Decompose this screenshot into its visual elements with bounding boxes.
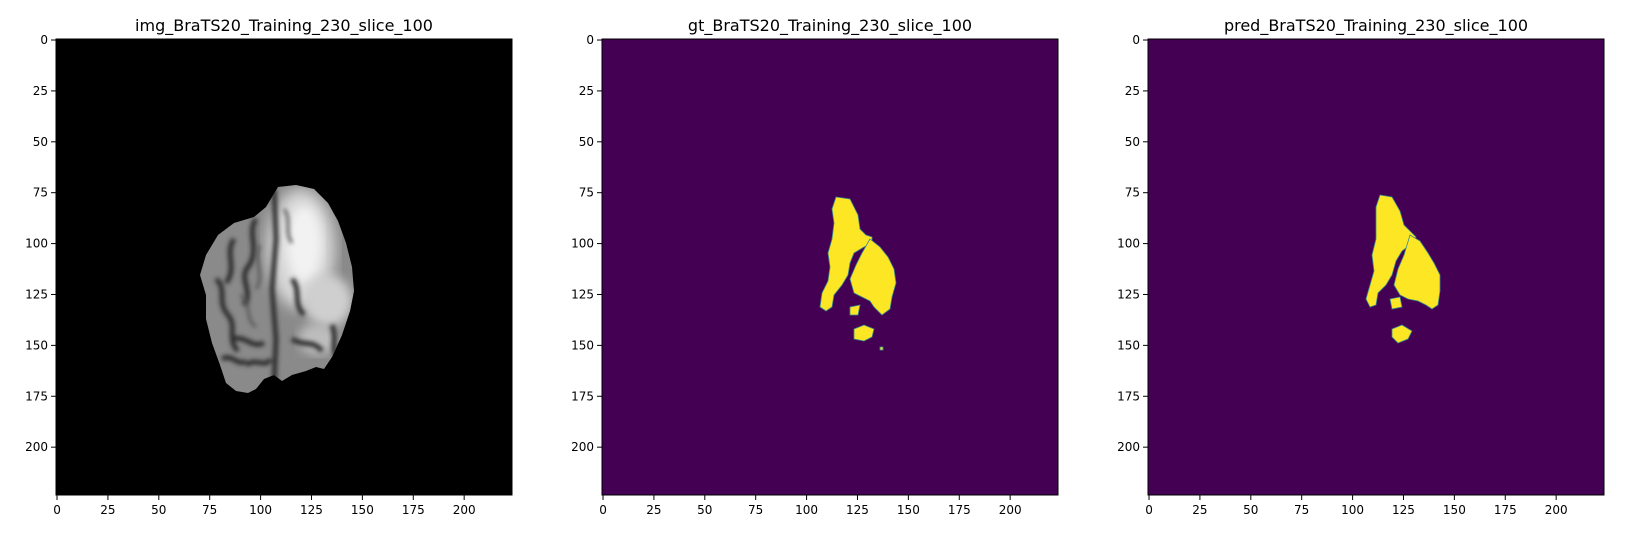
x-tick-label: 25 (1192, 503, 1207, 517)
y-tick-label: 0 (586, 33, 594, 47)
x-tick-label: 100 (249, 503, 272, 517)
y-tick-label: 200 (25, 440, 48, 454)
x-tick-label: 0 (1145, 503, 1153, 517)
pred-mask-fragment (1389, 296, 1403, 310)
y-tick-label: 100 (25, 237, 48, 251)
x-tick-label: 175 (402, 503, 425, 517)
x-tick-label: 25 (646, 503, 661, 517)
x-tick-label: 150 (351, 503, 374, 517)
x-tick-label: 125 (1392, 503, 1415, 517)
x-tick-label: 200 (453, 503, 476, 517)
panel-pred-title: pred_BraTS20_Training_230_slice_100 (1224, 16, 1528, 36)
panel-image-title: img_BraTS20_Training_230_slice_100 (135, 16, 433, 36)
y-tick-label: 0 (1132, 33, 1140, 47)
y-tick-label: 75 (33, 186, 48, 200)
y-tick-label: 25 (579, 84, 594, 98)
y-tick-label: 125 (25, 287, 48, 301)
pred-mask-small-region (1391, 324, 1413, 344)
x-tick-label: 25 (100, 503, 115, 517)
y-tick-label: 25 (33, 84, 48, 98)
panel-image: 0 25 50 75 100 125 150 175 200 0 25 50 75 100 125 150 17… (25, 33, 513, 517)
y-tick-label: 150 (571, 338, 594, 352)
y-tick-label: 25 (1125, 84, 1140, 98)
x-tick-label: 50 (1243, 503, 1258, 517)
gt-mask-lower-lobe (849, 238, 897, 316)
x-tick-label: 0 (599, 503, 607, 517)
panel-gt-frame (601, 38, 1059, 496)
y-tick-label: 75 (579, 186, 594, 200)
y-tick-label: 50 (33, 135, 48, 149)
y-tick-label: 200 (1117, 440, 1140, 454)
pred-mask-upper-lobe (1365, 194, 1417, 308)
x-tick-label: 100 (795, 503, 818, 517)
gt-mask-small-region (853, 324, 875, 342)
x-tick-label: 125 (300, 503, 323, 517)
y-tick-label: 175 (25, 389, 48, 403)
panel-pred-frame (1147, 38, 1605, 496)
x-tick-label: 125 (846, 503, 869, 517)
x-tick-label: 75 (748, 503, 763, 517)
x-tick-label: 175 (1494, 503, 1517, 517)
pred-mask (1365, 194, 1441, 344)
panel-gt: 0 25 50 75 100 125 150 175 200 0 25 50 75 100 125 150 17… (571, 33, 1059, 517)
x-tick-label: 150 (1443, 503, 1466, 517)
x-tick-label: 100 (1341, 503, 1364, 517)
y-tick-label: 75 (1125, 186, 1140, 200)
y-tick-label: 175 (571, 389, 594, 403)
y-tick-label: 0 (40, 33, 48, 47)
x-tick-label: 75 (202, 503, 217, 517)
y-tick-label: 150 (1117, 338, 1140, 352)
panel-gt-title: gt_BraTS20_Training_230_slice_100 (688, 16, 972, 36)
x-tick-label: 50 (697, 503, 712, 517)
y-tick-label: 200 (571, 440, 594, 454)
x-tick-label: 75 (1294, 503, 1309, 517)
x-tick-label: 200 (999, 503, 1022, 517)
gt-mask (819, 196, 897, 351)
x-tick-label: 200 (1545, 503, 1568, 517)
gt-mask-upper-lobe (819, 196, 873, 312)
gt-mask-fragment (849, 304, 861, 316)
panel-pred: 0 25 50 75 100 125 150 175 200 0 25 50 75 100 125 150 17… (1117, 33, 1605, 517)
x-tick-label: 0 (53, 503, 61, 517)
panel-image-frame (55, 38, 513, 496)
x-tick-label: 150 (897, 503, 920, 517)
pred-mask-lower-lobe (1393, 234, 1441, 310)
y-tick-label: 50 (579, 135, 594, 149)
y-tick-label: 100 (571, 237, 594, 251)
y-tick-label: 50 (1125, 135, 1140, 149)
y-tick-label: 125 (571, 287, 594, 301)
y-tick-label: 100 (1117, 237, 1140, 251)
y-tick-label: 125 (1117, 287, 1140, 301)
y-tick-label: 150 (25, 338, 48, 352)
y-tick-label: 175 (1117, 389, 1140, 403)
gt-mask-dot (879, 346, 884, 351)
x-tick-label: 50 (151, 503, 166, 517)
x-tick-label: 175 (948, 503, 971, 517)
